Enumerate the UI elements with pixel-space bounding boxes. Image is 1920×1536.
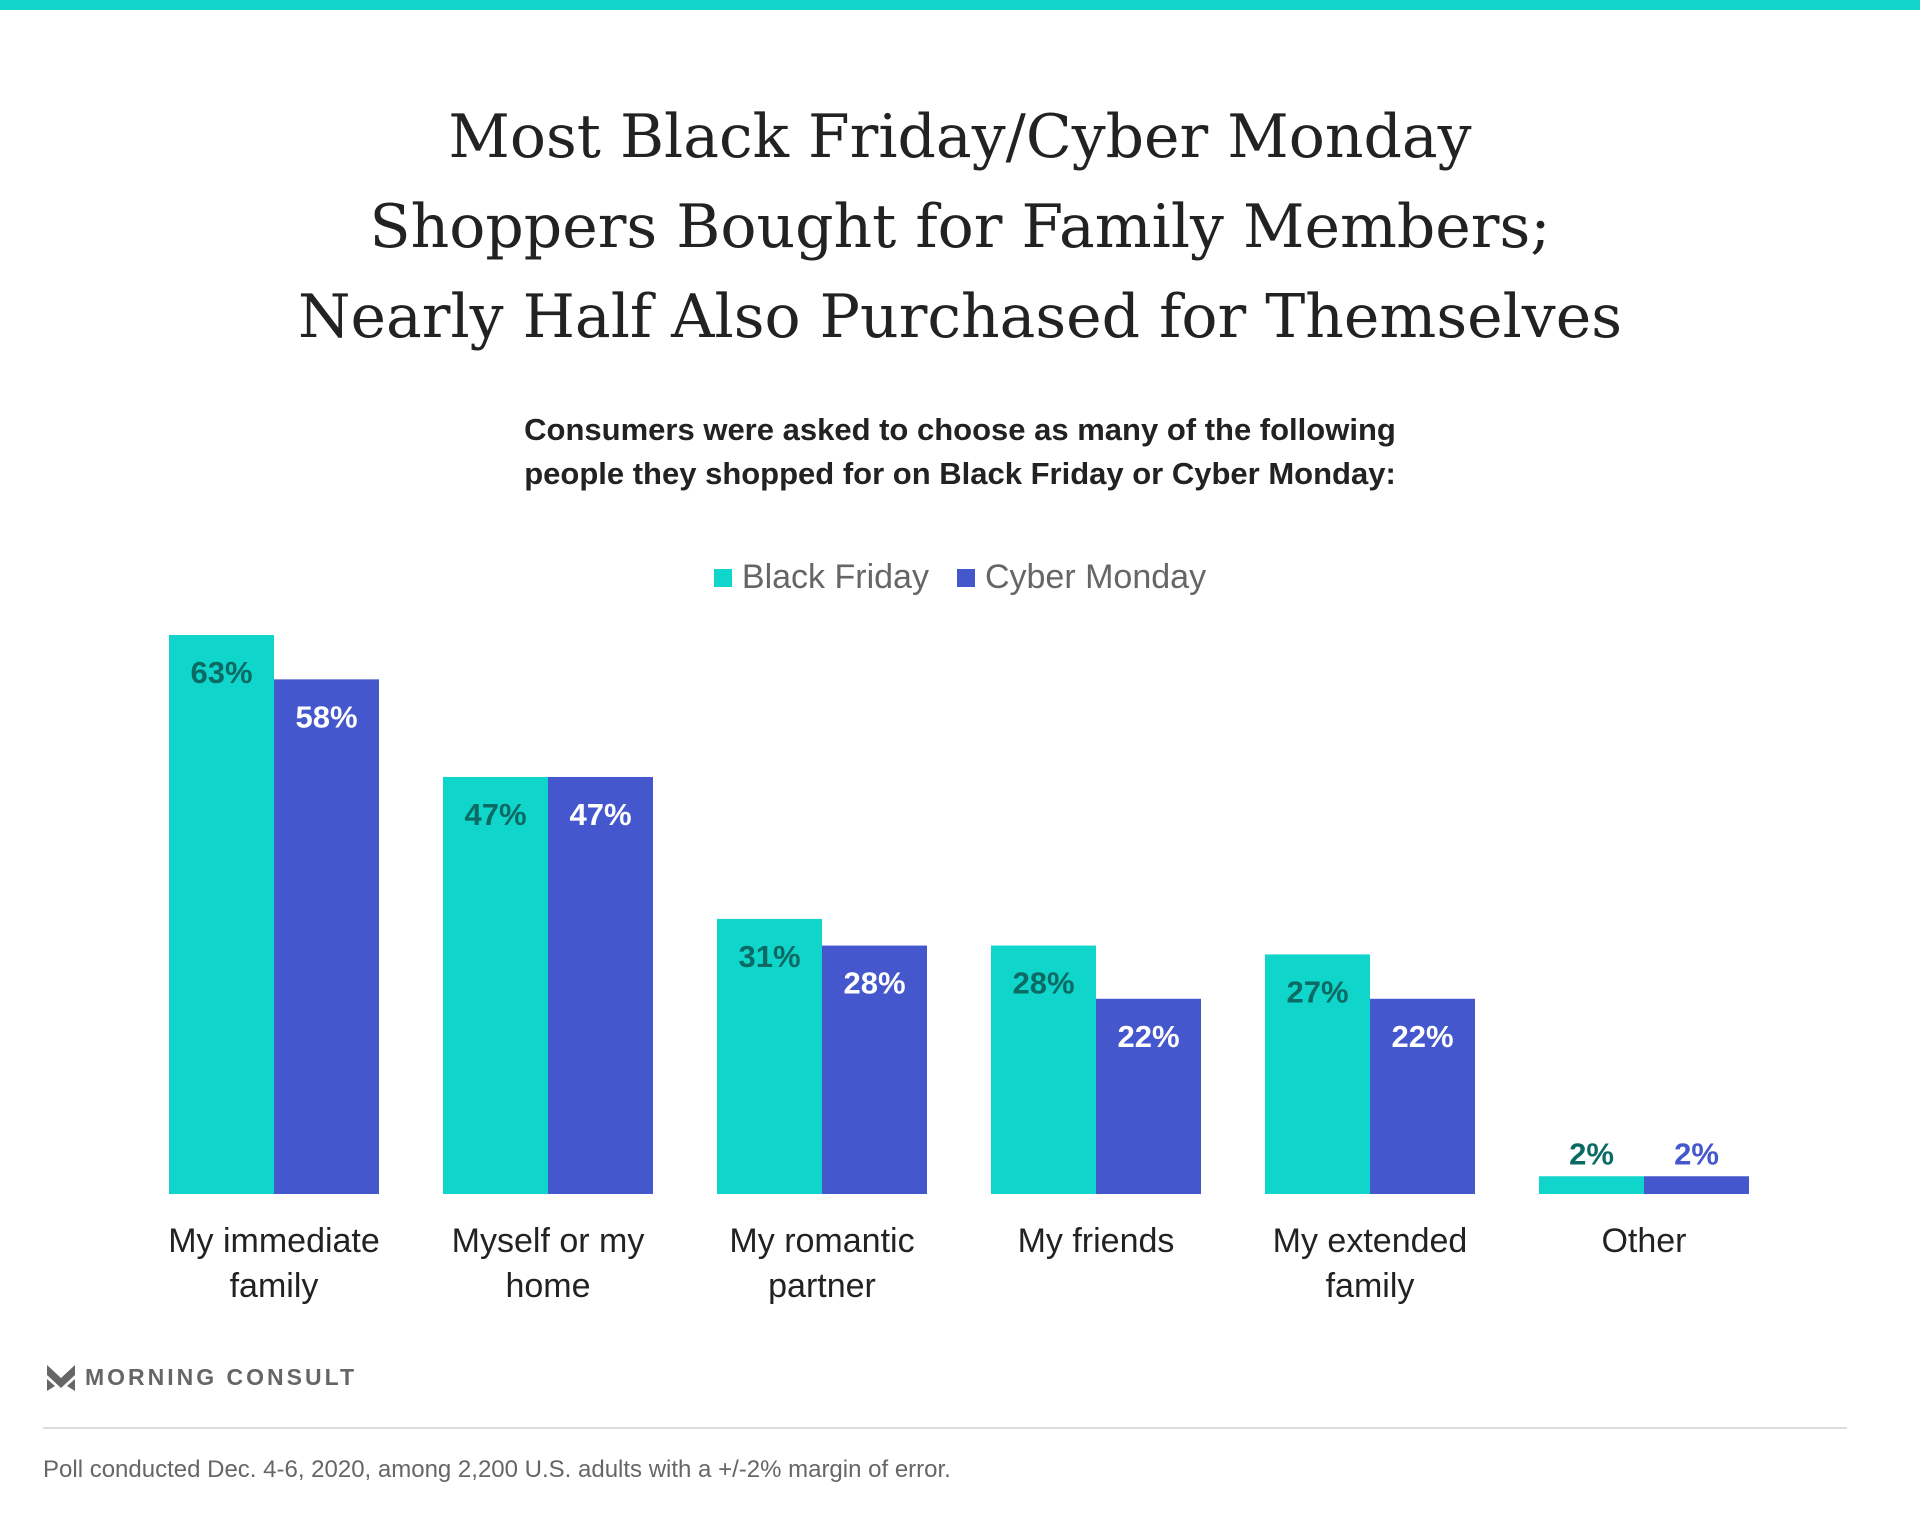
subtitle-line: people they shopped for on Black Friday …	[524, 456, 1396, 491]
logo-text: MORNING CONSULT	[85, 1364, 358, 1390]
data-label: 22%	[1117, 1019, 1179, 1054]
title-line: Shoppers Bought for Family Members;	[369, 192, 1551, 262]
data-label: 22%	[1391, 1019, 1453, 1054]
data-label: 2%	[1674, 1136, 1719, 1171]
category-label: family	[1326, 1267, 1415, 1305]
legend-item-black-friday: Black Friday	[713, 558, 929, 597]
bar-cyber-monday	[548, 776, 653, 1194]
legend: Black Friday Cyber Monday	[0, 558, 1920, 597]
top-accent-bar	[0, 0, 1920, 10]
category-label: My immediate	[168, 1222, 380, 1260]
title-line: Most Black Friday/Cyber Monday	[448, 102, 1472, 172]
legend-item-cyber-monday: Cyber Monday	[956, 558, 1207, 597]
bar-cyber-monday	[822, 945, 927, 1194]
bar-black-friday	[991, 945, 1096, 1194]
bar-black-friday	[717, 918, 822, 1194]
data-label: 47%	[569, 797, 631, 832]
bar-chart: 63% 58% My immediate family 47% 47% Myself or …	[168, 635, 1749, 1305]
data-label: 58%	[295, 699, 357, 734]
category-label: My extended	[1273, 1222, 1468, 1260]
data-label: 28%	[843, 966, 905, 1001]
category-label: partner	[768, 1267, 876, 1305]
title-line: Nearly Half Also Purchased for Themselve…	[297, 282, 1622, 352]
morning-consult-m-icon	[47, 1364, 75, 1391]
data-label: 31%	[738, 939, 800, 974]
bar-black-friday	[1265, 954, 1370, 1194]
data-label: 63%	[190, 655, 252, 690]
data-label: 27%	[1286, 974, 1348, 1009]
bar-cyber-monday	[1096, 998, 1201, 1194]
data-label: 47%	[464, 797, 526, 832]
legend-swatch	[713, 568, 732, 587]
category-label: family	[230, 1267, 319, 1305]
morning-consult-logo: MORNING CONSULT	[47, 1364, 357, 1391]
subtitle-line: Consumers were asked to choose as many o…	[524, 412, 1396, 447]
legend-swatch	[956, 568, 975, 587]
data-label: 28%	[1012, 966, 1074, 1001]
category-label: My romantic	[729, 1222, 914, 1260]
category-label: home	[505, 1267, 590, 1305]
bar-cyber-monday	[1370, 998, 1475, 1194]
category-label: My friends	[1018, 1222, 1175, 1260]
bar-cyber-monday	[1644, 1176, 1749, 1194]
bar-black-friday	[1539, 1176, 1644, 1194]
data-label: 2%	[1569, 1136, 1614, 1171]
category-label: Myself or my	[452, 1222, 645, 1260]
footnote: Poll conducted Dec. 4-6, 2020, among 2,2…	[43, 1456, 951, 1483]
legend-label: Black Friday	[741, 558, 929, 596]
bar-cyber-monday	[274, 679, 379, 1194]
chart-subtitle: Consumers were asked to choose as many o…	[0, 408, 1920, 496]
bar-black-friday	[443, 776, 548, 1194]
bar-black-friday	[169, 635, 274, 1194]
category-label: Other	[1601, 1222, 1686, 1260]
divider	[43, 1427, 1847, 1429]
legend-label: Cyber Monday	[984, 558, 1207, 596]
chart-title: Most Black Friday/Cyber Monday Shoppers …	[0, 92, 1920, 362]
